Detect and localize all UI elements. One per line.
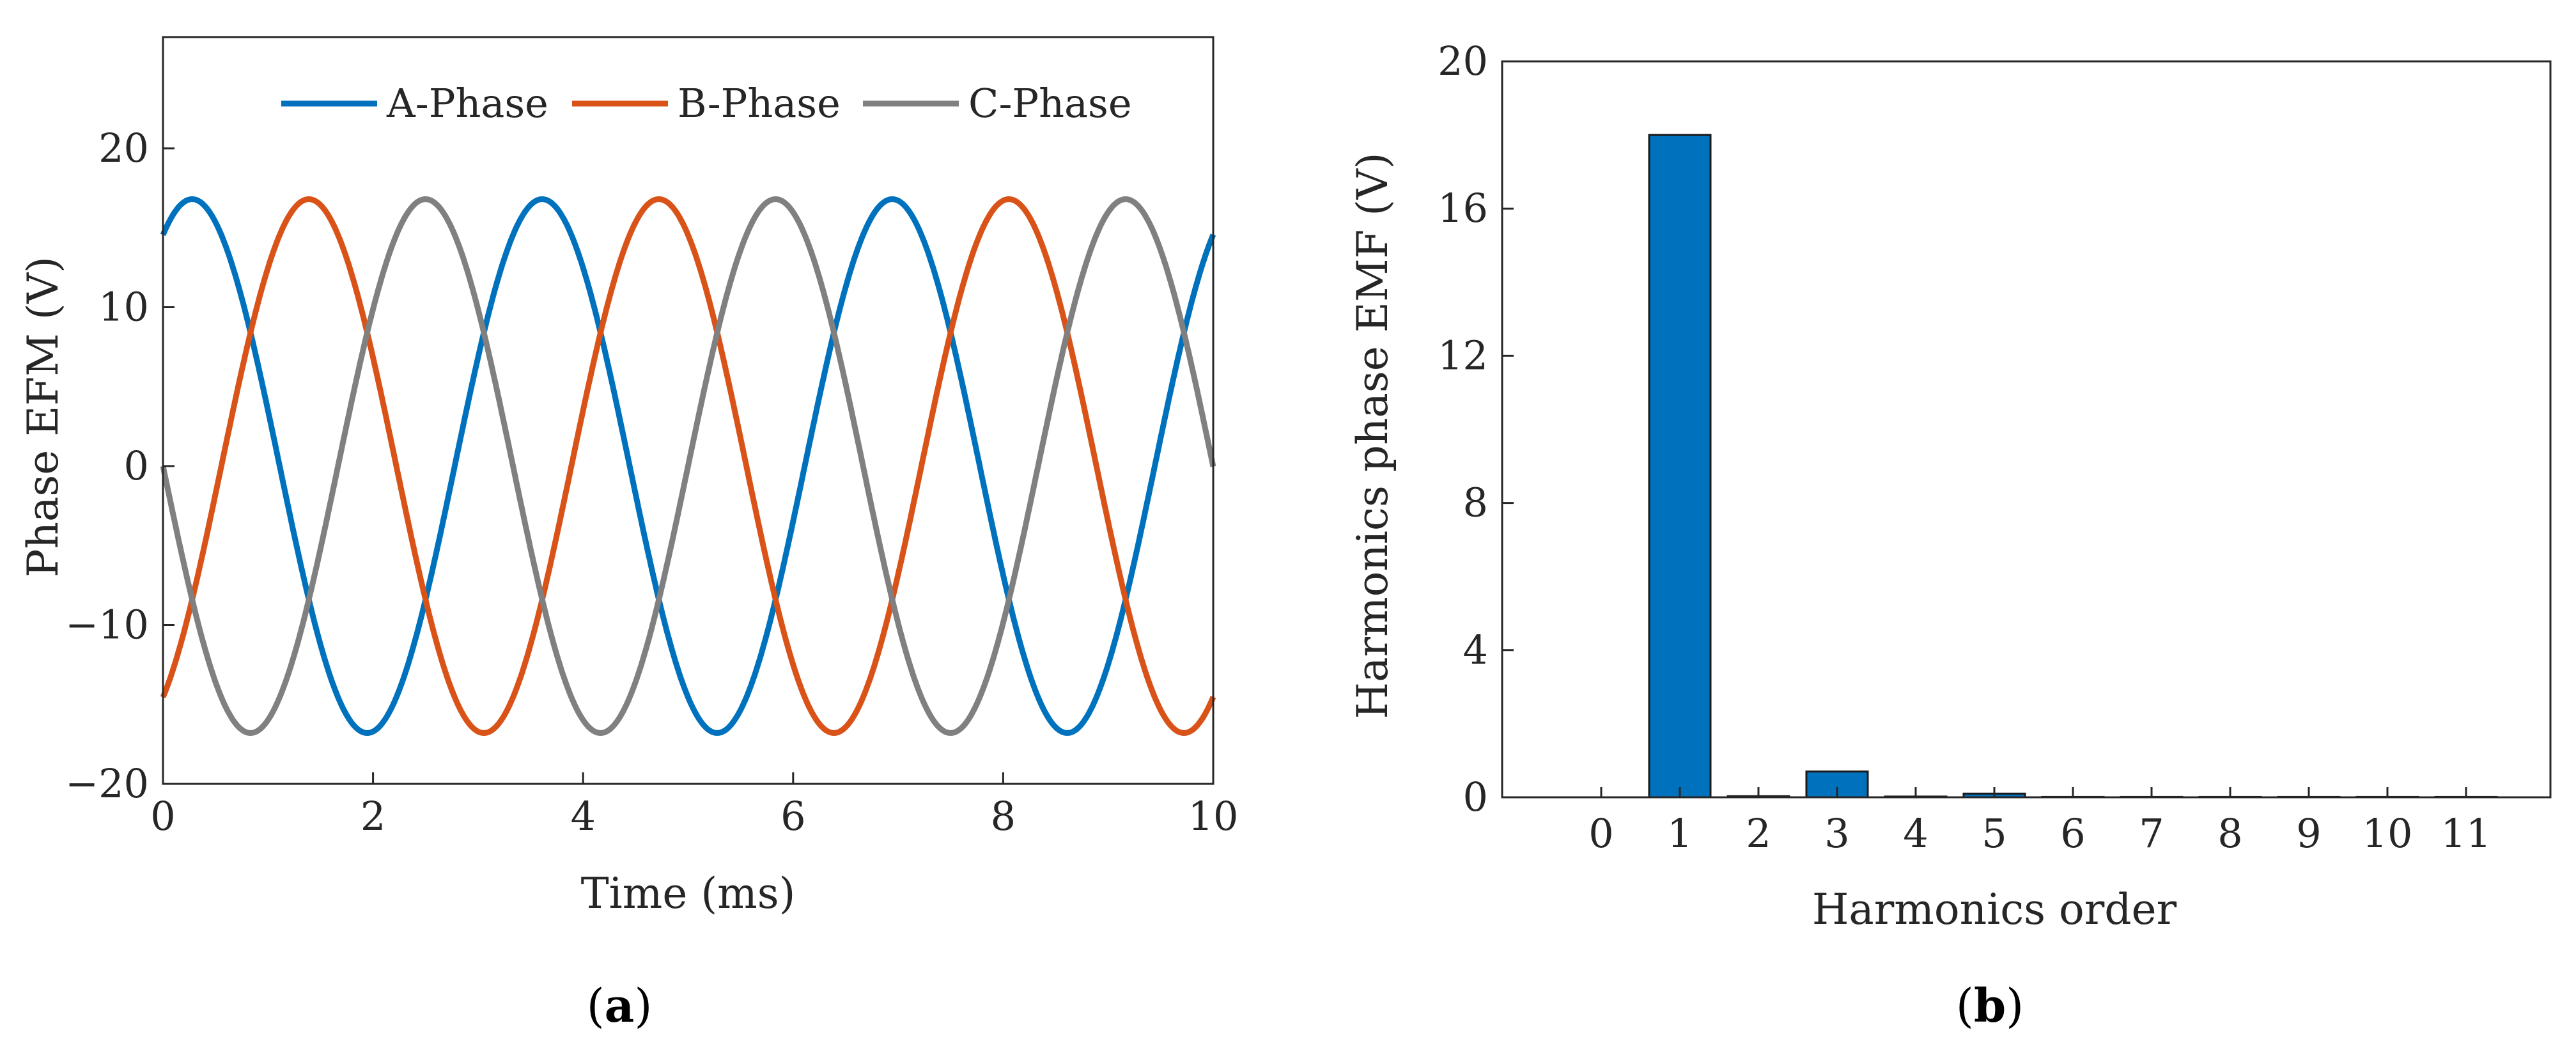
panel-b-caption: (b)	[1956, 978, 2024, 1033]
x-tick-label: 10	[2363, 810, 2413, 857]
x-tick-label: 8	[2217, 810, 2242, 857]
y-tick-label: 10	[98, 283, 149, 330]
y-tick-label: 0	[124, 442, 149, 489]
legend-label-b-phase: B-Phase	[678, 80, 841, 127]
panel-a-x-ticks: 0 2 4 6 8 10	[150, 772, 1238, 839]
x-tick-label: 10	[1188, 793, 1239, 839]
y-tick-label: 16	[1438, 185, 1488, 231]
panel-b-axes-frame	[1501, 60, 2552, 799]
legend-label-a-phase: A-Phase	[386, 80, 548, 127]
x-tick-label: 4	[570, 793, 595, 839]
x-tick-label: 9	[2296, 810, 2321, 857]
x-tick-label: 6	[780, 793, 805, 839]
y-tick-label: 20	[98, 125, 149, 171]
x-tick-label: 0	[1588, 810, 1613, 857]
bar-harmonic-1	[1648, 134, 1712, 799]
x-tick-label: 11	[2441, 810, 2492, 857]
panel-a-legend: A-Phase B-Phase C-Phase	[281, 80, 1132, 127]
panel-a-caption: (a)	[587, 978, 653, 1033]
x-tick-label: 7	[2139, 810, 2164, 857]
series-line-c-phase	[160, 196, 1216, 736]
panel-a-line-chart: A-Phase B-Phase C-Phase 0 2 4 6 8 10 −20 −10 0 10 2…	[19, 36, 1238, 1033]
y-tick-label: 12	[1438, 332, 1488, 379]
x-tick-label: 8	[991, 793, 1016, 839]
y-tick-label: 4	[1463, 627, 1488, 673]
y-tick-label: −20	[65, 760, 149, 807]
y-tick-label: 0	[1463, 774, 1488, 820]
y-tick-label: 8	[1463, 480, 1488, 526]
y-tick-label: −10	[65, 601, 149, 648]
panel-b-bars	[1648, 134, 2498, 799]
panel-a-x-axis-label: Time (ms)	[581, 869, 796, 918]
panel-a-plot-area: A-Phase B-Phase C-Phase	[160, 80, 1216, 736]
panel-a-y-axis-label: Phase EFM (V)	[19, 256, 68, 577]
x-tick-label: 3	[1824, 810, 1849, 857]
series-line-a-phase	[160, 196, 1216, 736]
y-tick-label: 20	[1438, 38, 1488, 84]
x-tick-label: 1	[1667, 810, 1692, 857]
panel-b-y-ticks: 0 4 8 12 16 20	[1438, 38, 1514, 820]
panel-a-y-ticks: −20 −10 0 10 20	[65, 125, 175, 807]
panel-a-axes-frame	[162, 36, 1214, 785]
legend-label-c-phase: C-Phase	[968, 80, 1132, 127]
x-tick-label: 4	[1903, 810, 1928, 857]
x-tick-label: 5	[1982, 810, 2006, 857]
panel-a-series-lines	[160, 196, 1216, 736]
panel-b-x-axis-label: Harmonics order	[1812, 885, 2177, 934]
panel-b-y-axis-label: Harmonics phase EMF (V)	[1348, 153, 1397, 719]
x-tick-label: 2	[361, 793, 385, 839]
x-tick-label: 6	[2060, 810, 2085, 857]
panel-b-x-ticks: 0 1 2 3 4 5 6 7 8 9 10 11	[1588, 787, 2491, 857]
series-line-b-phase	[160, 196, 1216, 736]
x-tick-label: 2	[1746, 810, 1771, 857]
x-tick-label: 0	[150, 793, 175, 839]
